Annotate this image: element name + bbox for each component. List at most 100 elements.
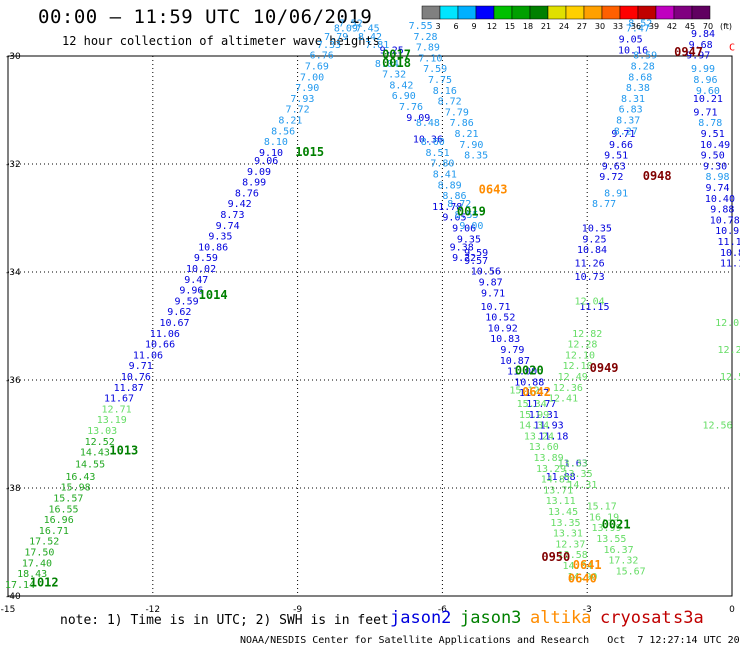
swh-value-label: 9.66 [609, 140, 633, 151]
swh-value-label: 10.35 [582, 224, 612, 235]
swh-value-label: 10.40 [705, 194, 735, 205]
swh-value-label: 9.68 [689, 40, 713, 51]
swh-value-label: 10.8 [720, 248, 740, 259]
colorbar-label: 45 [685, 22, 695, 31]
swh-value-label: 14.55 [75, 459, 105, 470]
swh-value-label: 11.18 [538, 431, 568, 442]
swh-value-label: 14.43 [80, 448, 110, 459]
swh-value-label: 7.90 [295, 83, 319, 94]
colorbar-label: 36 [631, 22, 641, 31]
swh-value-label: 11.31 [529, 410, 559, 421]
swh-value-label: 12.10 [565, 350, 595, 361]
x-tick-label: 0 [729, 605, 735, 615]
swh-value-label: 9.06 [254, 156, 278, 167]
pass-label: 0641 [573, 558, 602, 572]
swh-value-label: 14.81 [541, 475, 571, 486]
swh-value-label: 9.63 [602, 161, 626, 172]
swh-value-label: 9.10 [259, 148, 283, 159]
swh-value-label: 8.04 [375, 59, 399, 70]
swh-value-label: 7.75 [428, 75, 452, 86]
swh-value-label: 12.37 [555, 539, 585, 550]
swh-value-label: 8.09 [334, 24, 358, 35]
colorbar-label: 9 [471, 22, 476, 31]
colorbar-swatch [421, 5, 441, 20]
swh-value-label: 8.86 [442, 191, 466, 202]
swh-value-label: 7.10 [418, 53, 442, 64]
swh-value-label: 9.97 [686, 51, 710, 62]
swh-value-label: 12.71 [102, 404, 132, 415]
colorbar-swatch [583, 5, 603, 20]
swh-value-label: 10.87 [500, 356, 530, 367]
colorbar-label: 6 [453, 22, 458, 31]
swh-value-label: 8.55 [454, 210, 478, 221]
swh-value-label: 8.31 [621, 94, 645, 105]
swh-value-label: 12.0 [715, 318, 739, 329]
y-tick-label: -40 [6, 592, 21, 602]
swh-value-label: 14.34 [519, 421, 549, 432]
colorbar-swatch [547, 5, 567, 20]
pass-label: 0948 [643, 169, 672, 183]
colorbar-swatch [493, 5, 513, 20]
swh-value-label: 7.79 [324, 32, 348, 43]
pass-label: 1015 [295, 145, 324, 159]
swh-value-label: 17.50 [24, 548, 54, 559]
pass-label: 0640 [568, 572, 597, 586]
swh-value-label: 7.93 [290, 94, 314, 105]
swh-value-label: 9.84 [691, 29, 715, 40]
swh-value-label: 11.1 [720, 259, 740, 270]
swh-value-label: 9.88 [710, 205, 734, 216]
swh-value-label: 8.99 [242, 178, 266, 189]
swh-value-label: 9.06 [452, 224, 476, 235]
colorbar-label: 33 [613, 22, 623, 31]
colorbar-swatch [691, 5, 711, 20]
swh-value-label: 11.63 [558, 458, 588, 469]
legend-s3a: s3a [673, 608, 704, 628]
swh-value-label: 13.45 [548, 507, 578, 518]
swh-value-label: 8.76 [235, 188, 259, 199]
pass-label: 0643 [479, 183, 508, 197]
swh-value-label: 10.66 [145, 340, 175, 351]
swh-value-label: 13.03 [87, 426, 117, 437]
swh-value-label: 12.5 [720, 372, 740, 383]
x-tick-label: -15 [1, 605, 16, 615]
swh-value-label: 10.49 [700, 140, 730, 151]
swh-value-label: 9.71 [611, 129, 635, 140]
swh-value-label: 13.58 [558, 550, 588, 561]
swh-value-label: 9.59 [175, 296, 199, 307]
page-title: 00:00 – 11:59 UTC 10/06/2019 [38, 6, 373, 28]
swh-value-label: 13.35 [550, 518, 580, 529]
pass-label: 0642 [522, 385, 551, 399]
colorbar-label: 27 [577, 22, 587, 31]
swh-value-label: 7.89 [416, 43, 440, 54]
swh-value-label: 15.98 [61, 483, 91, 494]
colorbar-label: 42 [667, 22, 677, 31]
swh-value-label: 10.02 [186, 264, 216, 275]
swh-value-label: 12.2 [718, 345, 740, 356]
swh-value-label: 8.72 [447, 199, 471, 210]
colorbar-swatch [637, 5, 657, 20]
swh-value-label: 8.60 [421, 137, 445, 148]
swh-value-label: 7.32 [382, 70, 406, 81]
swh-value-label: 7.80 [430, 159, 454, 170]
colorbar-label: 3 [435, 22, 440, 31]
pass-label: 0017 [382, 48, 411, 62]
swh-value-label: 13.31 [553, 529, 583, 540]
swh-value-label: 11.1 [718, 237, 740, 248]
plot-frame [7, 55, 733, 597]
swh-value-label: 10.21 [693, 94, 723, 105]
swh-value-label: 8.16 [433, 86, 457, 97]
swh-value-label: 8.42 [358, 32, 382, 43]
swh-value-label: 9.09 [247, 167, 271, 178]
legend-jason2: jason2 [390, 608, 452, 628]
swh-value-label: 8.21 [278, 116, 302, 127]
swh-value-label: 9.38 [450, 242, 474, 253]
colorbar-swatch [475, 5, 495, 20]
swh-value-label: 13.11 [546, 496, 576, 507]
swh-value-label: 17.52 [29, 537, 59, 548]
swh-value-label: 9.25 [380, 45, 404, 56]
swh-value-label: 8.68 [628, 72, 652, 83]
swh-value-label: 8.59 [633, 51, 657, 62]
swh-value-label: 8.35 [464, 151, 488, 162]
swh-value-label: 13.29 [536, 464, 566, 475]
swh-value-label: 13.89 [534, 453, 564, 464]
